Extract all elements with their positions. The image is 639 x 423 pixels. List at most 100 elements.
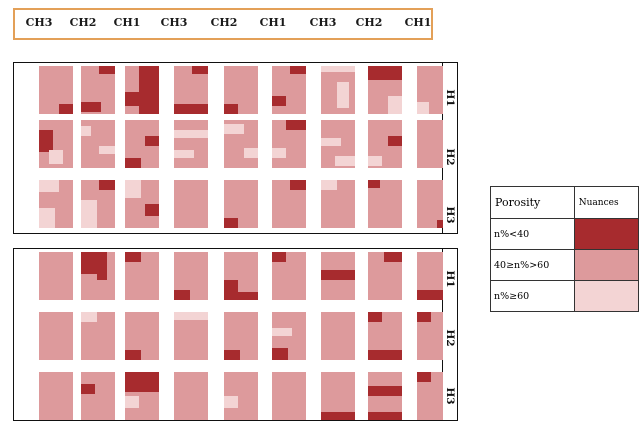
grid-cell-patch-light bbox=[272, 328, 292, 336]
grid-cell-patch-dark bbox=[99, 66, 115, 74]
grid-cell-patch-dark bbox=[272, 348, 288, 360]
grid-cell-patch-dark bbox=[174, 290, 190, 300]
grid-cell-patch-dark bbox=[321, 270, 355, 280]
grid-cell-patch-dark bbox=[224, 104, 238, 114]
legend-header-nuances: Nuances bbox=[573, 186, 639, 219]
row-label-strip-top bbox=[443, 62, 458, 234]
grid-cell-patch-dark bbox=[81, 384, 95, 394]
grid-cell-patch-dark bbox=[192, 66, 208, 74]
grid-cell-patch-light bbox=[388, 96, 402, 114]
grid-cell-patch-light bbox=[81, 126, 91, 136]
grid-cell-patch-dark bbox=[81, 252, 107, 274]
grid-cell-patch-dark bbox=[99, 180, 115, 190]
grid-cell-patch-light bbox=[321, 66, 355, 72]
legend-swatch-light bbox=[573, 280, 639, 312]
grid-cell-patch-light bbox=[81, 200, 97, 228]
grid-cell-patch-light bbox=[99, 146, 115, 154]
grid-cell-patch-dark bbox=[81, 102, 101, 112]
grid-cell-patch-dark bbox=[290, 180, 306, 190]
legend-label-mid: 40≥n%>60 bbox=[490, 249, 575, 281]
grid-cell-patch-dark bbox=[368, 386, 402, 396]
grid-cell-patch-light bbox=[224, 124, 244, 134]
grid-cell bbox=[39, 312, 73, 360]
grid-cell-patch-dark bbox=[174, 104, 208, 114]
row-label-h1-panel-2: H1 bbox=[444, 270, 456, 288]
column-label-6: CH1 bbox=[259, 16, 287, 29]
grid-cell-patch-light bbox=[174, 312, 208, 320]
grid-cell-patch-dark bbox=[125, 92, 139, 106]
column-label-5: CH2 bbox=[210, 16, 238, 29]
grid-cell-patch-dark bbox=[368, 312, 382, 322]
grid-cell-patch-dark bbox=[224, 350, 240, 360]
grid-cell-patch-dark bbox=[59, 104, 73, 114]
grid-cell bbox=[272, 372, 306, 420]
grid-cell-patch-dark bbox=[368, 350, 402, 360]
column-label-9: CH1 bbox=[404, 16, 432, 29]
porosity-grid bbox=[39, 66, 443, 420]
grid-cell-patch-dark bbox=[125, 350, 141, 360]
grid-cell-patch-dark bbox=[417, 312, 431, 322]
grid-cell-patch-dark bbox=[224, 280, 238, 300]
grid-cell bbox=[321, 312, 355, 360]
grid-cell bbox=[174, 180, 208, 228]
grid-cell-patch-light bbox=[174, 150, 194, 158]
grid-cell-patch-dark bbox=[97, 272, 107, 280]
column-label-1: CH3 bbox=[25, 16, 53, 29]
grid-cell-patch-light bbox=[39, 208, 55, 228]
grid-cell-patch-light bbox=[272, 148, 286, 158]
grid-cell bbox=[174, 372, 208, 420]
grid-cell bbox=[39, 252, 73, 300]
legend-swatch-medium bbox=[573, 249, 639, 281]
grid-cell-patch-dark bbox=[384, 252, 402, 262]
grid-cell-patch-dark bbox=[39, 130, 53, 152]
grid-cell-patch-dark bbox=[368, 412, 402, 420]
row-label-h2-panel-1: H2 bbox=[444, 148, 456, 166]
row-label-h3-panel-2: H3 bbox=[444, 387, 456, 405]
grid-cell-patch-dark bbox=[224, 218, 238, 228]
legend-table: Porosity Nuances n%<40 40≥n%>60 n%≥60 bbox=[490, 186, 639, 312]
grid-cell-patch-dark bbox=[272, 96, 286, 106]
grid-cell-patch-dark bbox=[321, 412, 355, 420]
grid-cell-patch-dark bbox=[125, 252, 141, 262]
legend-header-porosity: Porosity bbox=[490, 186, 575, 219]
grid-cell-patch-light bbox=[125, 180, 141, 198]
grid-cell-patch-light bbox=[321, 138, 341, 146]
grid-cell-patch-dark bbox=[388, 136, 402, 146]
grid-cell-patch-light bbox=[224, 396, 238, 408]
grid-cell-patch-dark bbox=[145, 204, 159, 216]
grid-cell-patch-light bbox=[39, 180, 59, 192]
grid-cell bbox=[174, 120, 208, 168]
grid-cell-patch-light bbox=[81, 312, 97, 322]
column-label-4: CH3 bbox=[160, 16, 188, 29]
grid-cell-patch-light bbox=[49, 150, 63, 164]
grid-cell-patch-light bbox=[125, 396, 139, 408]
column-label-7: CH3 bbox=[309, 16, 337, 29]
column-label-2: CH2 bbox=[69, 16, 97, 29]
legend-label-low: n%<40 bbox=[490, 218, 575, 250]
grid-cell-patch-dark bbox=[368, 66, 402, 80]
grid-cell-patch-light bbox=[174, 130, 208, 138]
grid-cell-patch-light bbox=[244, 148, 258, 158]
grid-cell-patch-dark bbox=[286, 120, 306, 130]
column-label-8: CH2 bbox=[355, 16, 383, 29]
column-label-3: CH1 bbox=[113, 16, 141, 29]
row-label-h2-panel-2: H2 bbox=[444, 329, 456, 347]
grid-cell-patch-light bbox=[335, 156, 355, 166]
grid-cell-patch-dark bbox=[238, 292, 258, 300]
grid-cell-patch-dark bbox=[290, 66, 306, 74]
grid-cell-patch-dark bbox=[272, 252, 286, 262]
legend-label-high: n%≥60 bbox=[490, 280, 575, 312]
grid-cell-patch-light bbox=[368, 156, 382, 166]
grid-cell-patch-dark bbox=[368, 180, 380, 188]
grid-cell-patch-dark bbox=[417, 290, 443, 300]
grid-cell-patch-dark bbox=[417, 372, 431, 382]
grid-cell bbox=[81, 372, 115, 420]
grid-cell-patch-light bbox=[337, 82, 349, 108]
row-label-h1-panel-1: H1 bbox=[444, 89, 456, 107]
grid-cell bbox=[417, 120, 443, 168]
grid-cell-patch-dark bbox=[125, 158, 141, 168]
grid-cell-patch-dark bbox=[139, 66, 159, 114]
legend-swatch-dark bbox=[573, 218, 639, 250]
column-header-box bbox=[13, 8, 433, 40]
